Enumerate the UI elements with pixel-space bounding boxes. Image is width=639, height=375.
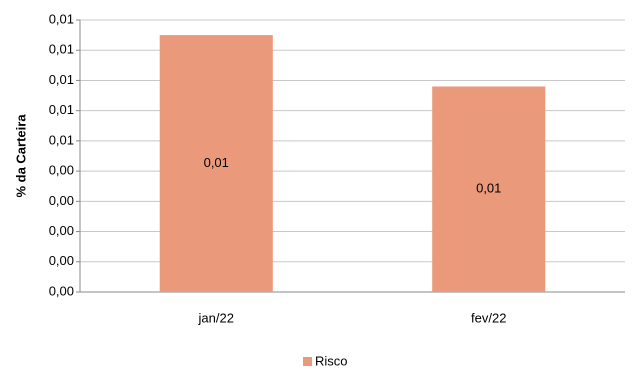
y-tick-label: 0,01 bbox=[49, 11, 74, 26]
legend-swatch bbox=[303, 357, 312, 366]
y-tick-label: 0,00 bbox=[49, 283, 74, 298]
legend-label: Risco bbox=[315, 353, 348, 368]
y-tick-label: 0,01 bbox=[49, 72, 74, 87]
value-label: 0,01 bbox=[476, 181, 501, 196]
bar bbox=[432, 86, 546, 292]
bar bbox=[159, 35, 273, 292]
y-tick-label: 0,01 bbox=[49, 42, 74, 57]
y-tick-label: 0,00 bbox=[49, 253, 74, 268]
y-tick-label: 0,00 bbox=[49, 193, 74, 208]
y-tick-label: 0,00 bbox=[49, 163, 74, 178]
y-tick-label: 0,01 bbox=[49, 102, 74, 117]
x-tick-label: jan/22 bbox=[198, 310, 234, 325]
y-tick-label: 0,00 bbox=[49, 223, 74, 238]
y-tick-label: 0,01 bbox=[49, 132, 74, 147]
value-label: 0,01 bbox=[204, 155, 229, 170]
y-axis-label: % da Carteira bbox=[13, 114, 28, 198]
x-tick-label: fev/22 bbox=[471, 310, 506, 325]
